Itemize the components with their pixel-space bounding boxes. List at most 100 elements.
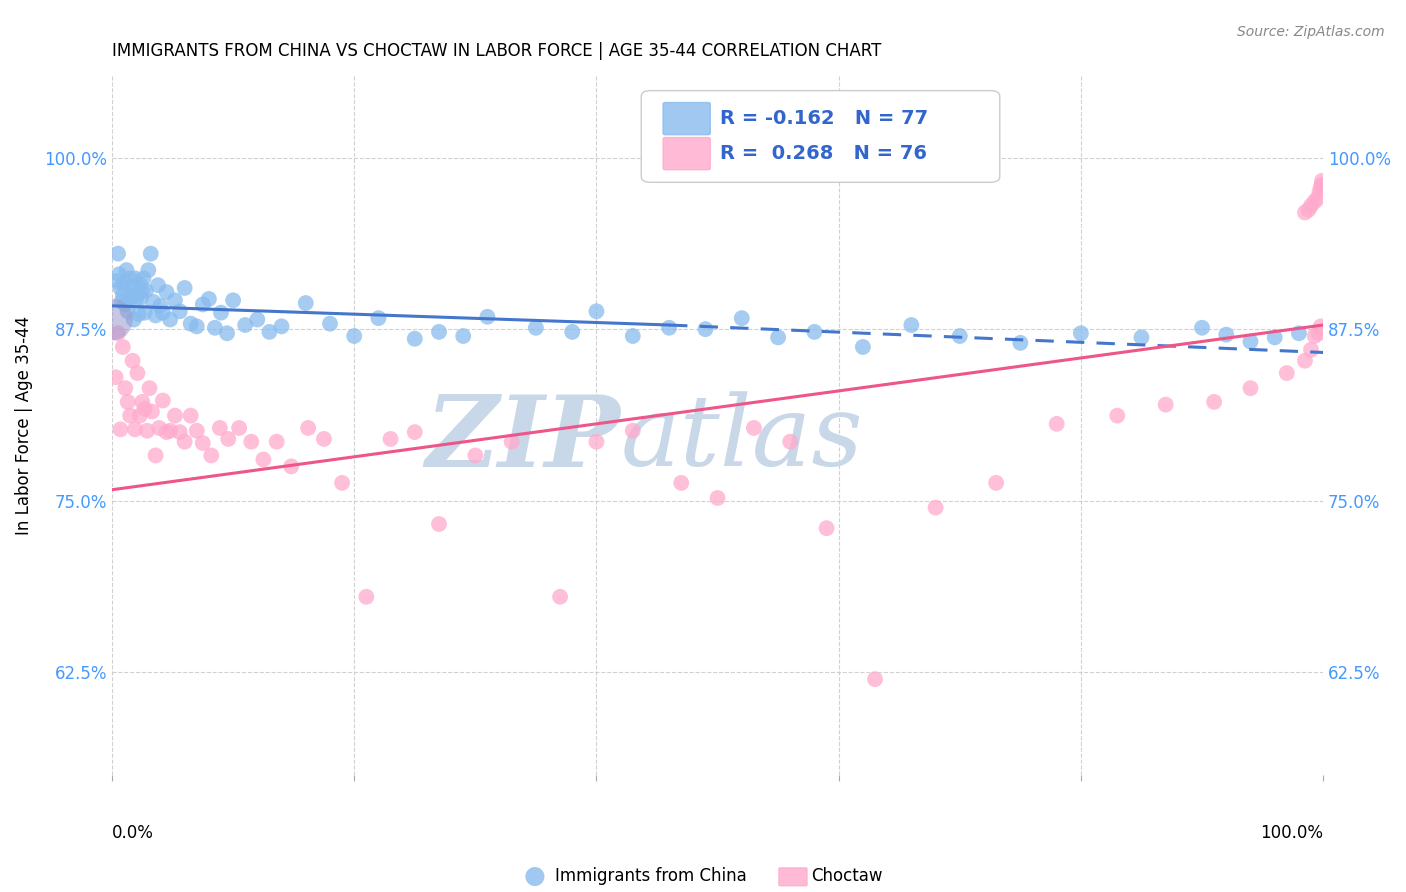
Point (134, 401, 156, 416)
Point (240, 434, 263, 449)
Point (155, 285, 177, 299)
Text: Immigrants from China: Immigrants from China (555, 867, 747, 885)
Point (228, 421, 250, 435)
Point (1308, 185, 1330, 199)
Point (561, 325, 583, 339)
Point (127, 366, 149, 380)
Point (621, 329, 644, 343)
Point (706, 491, 728, 505)
Point (169, 304, 191, 318)
Point (112, 277, 135, 291)
Point (1294, 353, 1316, 368)
Point (169, 425, 191, 439)
Point (114, 297, 136, 311)
Point (1275, 366, 1298, 380)
Point (803, 325, 825, 339)
Y-axis label: In Labor Force | Age 35-44: In Labor Force | Age 35-44 (15, 316, 32, 535)
Point (136, 424, 159, 438)
Point (464, 449, 486, 463)
Point (101, 312, 124, 326)
Point (145, 449, 167, 463)
Point (149, 299, 172, 313)
Point (1299, 198, 1322, 212)
Point (121, 353, 143, 368)
Point (122, 312, 145, 326)
Point (1310, 178, 1333, 192)
Point (1215, 327, 1237, 342)
Point (695, 322, 717, 336)
FancyBboxPatch shape (664, 137, 710, 169)
Text: Source: ZipAtlas.com: Source: ZipAtlas.com (1237, 25, 1385, 39)
Point (135, 284, 157, 298)
Text: ●: ● (523, 864, 546, 888)
Point (117, 304, 139, 318)
Point (186, 424, 208, 438)
Text: IMMIGRANTS FROM CHINA VS CHOCTAW IN LABOR FORCE | AGE 35-44 CORRELATION CHART: IMMIGRANTS FROM CHINA VS CHOCTAW IN LABO… (112, 42, 882, 60)
Point (152, 306, 174, 320)
Point (270, 319, 292, 334)
Point (1010, 335, 1032, 350)
FancyBboxPatch shape (641, 91, 1000, 182)
Point (671, 475, 693, 490)
Point (1309, 180, 1331, 194)
Point (312, 432, 335, 446)
Point (404, 332, 426, 346)
Point (111, 294, 134, 309)
Point (380, 432, 402, 446)
Point (110, 422, 132, 436)
Point (1308, 326, 1330, 341)
Point (343, 329, 366, 343)
Point (107, 246, 129, 260)
Point (105, 274, 128, 288)
Point (159, 312, 181, 326)
Point (138, 381, 160, 395)
Point (120, 409, 142, 423)
Point (297, 421, 319, 435)
Point (104, 370, 127, 384)
Point (117, 395, 139, 409)
Point (191, 297, 214, 311)
Point (1310, 174, 1333, 188)
Point (949, 329, 972, 343)
Point (222, 293, 245, 308)
Point (120, 271, 142, 285)
Point (900, 318, 922, 332)
Point (259, 325, 281, 339)
Point (356, 590, 378, 604)
Point (121, 279, 143, 293)
Point (128, 307, 150, 321)
Text: Choctaw: Choctaw (811, 867, 883, 885)
Point (621, 424, 644, 438)
Point (984, 475, 1007, 490)
Point (159, 424, 181, 438)
Point (128, 277, 150, 291)
Point (128, 409, 150, 423)
Text: ZIP: ZIP (426, 391, 620, 487)
Point (136, 263, 159, 277)
Text: 100.0%: 100.0% (1260, 824, 1323, 842)
Point (246, 312, 269, 326)
Point (252, 452, 274, 467)
Point (1310, 178, 1333, 192)
Point (173, 434, 195, 449)
Point (731, 311, 754, 326)
Point (204, 320, 226, 334)
Point (114, 381, 136, 395)
Point (1191, 320, 1213, 334)
Point (1298, 202, 1320, 217)
Text: R =  0.268   N = 76: R = 0.268 N = 76 (720, 145, 927, 163)
Point (124, 422, 146, 436)
Point (132, 271, 155, 285)
Point (141, 404, 163, 418)
Text: R = -0.162   N = 77: R = -0.162 N = 77 (720, 109, 928, 128)
Point (280, 459, 302, 474)
Point (1154, 398, 1177, 412)
Point (191, 436, 214, 450)
Point (139, 246, 162, 260)
Point (742, 421, 765, 435)
Point (404, 425, 426, 439)
Point (779, 434, 801, 449)
Point (1239, 381, 1261, 395)
Point (1046, 417, 1069, 431)
Point (524, 320, 547, 334)
